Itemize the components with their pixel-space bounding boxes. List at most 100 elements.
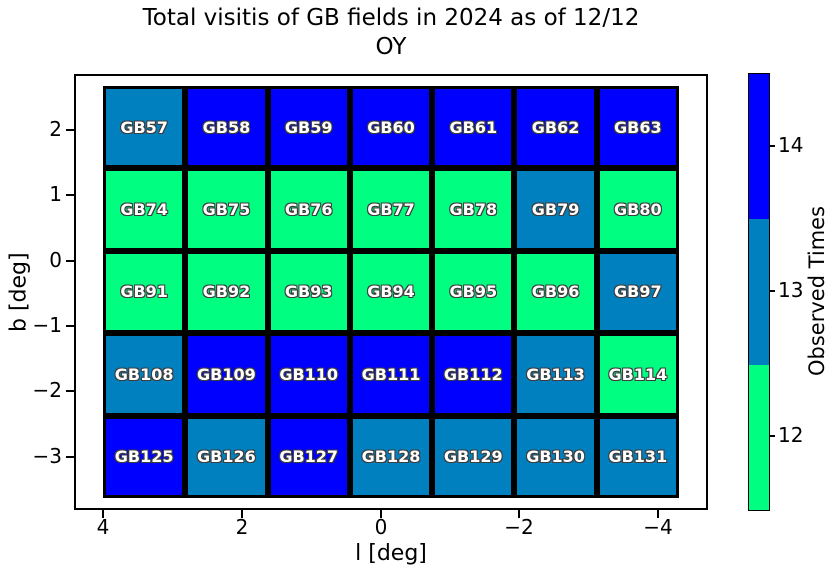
- heatmap-cell: GB126: [185, 415, 268, 498]
- cell-label: GB128: [361, 447, 421, 467]
- cell-label: GB125: [114, 447, 174, 467]
- heatmap-cell: GB111: [349, 333, 433, 416]
- cell-label: GB79: [531, 200, 580, 220]
- y-tick-label: 2: [49, 117, 62, 141]
- colorbar-tick-mark: [770, 290, 775, 292]
- heatmap-cell: GB91: [103, 250, 186, 334]
- y-tick-mark: [66, 390, 74, 392]
- heatmap-cell: GB77: [349, 168, 433, 251]
- x-tick-mark: [518, 510, 520, 518]
- colorbar-segment: [749, 74, 769, 220]
- heatmap-cell: GB93: [267, 250, 350, 334]
- heatmap-cell: GB74: [103, 168, 186, 251]
- heatmap-cell: GB110: [267, 333, 350, 416]
- x-tick-label: 0: [374, 515, 388, 539]
- heatmap-cell: GB80: [596, 168, 679, 251]
- heatmap-cell: GB109: [185, 333, 268, 416]
- chart-title: Total visitis of GB fields in 2024 as of…: [74, 4, 708, 62]
- heatmap-cell: GB97: [596, 250, 679, 334]
- y-tick-mark: [66, 456, 74, 458]
- heatmap-cell: GB128: [349, 415, 433, 498]
- cell-label: GB91: [120, 282, 168, 302]
- cell-label: GB59: [284, 117, 333, 137]
- x-tick-label: 2: [235, 515, 249, 539]
- y-tick-mark: [66, 325, 74, 327]
- x-tick-mark: [380, 510, 382, 518]
- cell-label: GB112: [443, 364, 503, 384]
- colorbar-label: Observed Times: [805, 205, 829, 377]
- cell-label: GB75: [202, 200, 251, 220]
- cell-label: GB61: [449, 117, 498, 137]
- cell-label: GB95: [449, 282, 498, 302]
- x-tick-mark: [102, 510, 104, 518]
- heatmap-cell: GB57: [103, 86, 186, 169]
- cell-label: GB78: [449, 200, 498, 220]
- colorbar: [748, 73, 770, 511]
- heatmap-cell: GB79: [514, 168, 597, 251]
- colorbar-tick-mark: [770, 145, 775, 147]
- heatmap-cell: GB114: [596, 333, 679, 416]
- heatmap-cell: GB61: [432, 86, 515, 169]
- heatmap-cell: GB130: [514, 415, 597, 498]
- cell-label: GB127: [279, 447, 339, 467]
- cell-label: GB110: [279, 364, 339, 384]
- x-tick-mark: [657, 510, 659, 518]
- y-tick-mark: [66, 194, 74, 196]
- cell-label: GB129: [443, 447, 503, 467]
- cell-label: GB94: [367, 282, 415, 302]
- cell-label: GB126: [197, 447, 256, 467]
- heatmap-cell: GB112: [432, 333, 515, 416]
- heatmap-cell: GB76: [267, 168, 350, 251]
- x-axis-label: l [deg]: [355, 541, 427, 566]
- heatmap-cell: GB95: [432, 250, 515, 334]
- colorbar-tick-label: 13: [778, 278, 804, 302]
- heatmap-cell: GB127: [267, 415, 350, 498]
- y-tick-label: 0: [49, 248, 62, 272]
- x-tick-mark: [241, 510, 243, 518]
- cell-label: GB63: [614, 117, 662, 137]
- cell-label: GB108: [114, 364, 174, 384]
- x-tick-label: −4: [643, 515, 673, 539]
- cell-label: GB96: [531, 282, 580, 302]
- cell-label: GB97: [614, 282, 662, 302]
- cell-label: GB131: [608, 447, 668, 467]
- cell-label: GB130: [526, 447, 585, 467]
- heatmap-cell: GB129: [432, 415, 515, 498]
- cell-label: GB111: [361, 364, 421, 384]
- heatmap-cell: GB108: [103, 333, 186, 416]
- y-tick-label: 1: [49, 182, 62, 206]
- chart-title-line2: OY: [375, 34, 407, 60]
- cell-label: GB57: [120, 117, 168, 137]
- heatmap-cell: GB60: [349, 86, 433, 169]
- heatmap-cell: GB113: [514, 333, 597, 416]
- cell-label: GB76: [284, 200, 333, 220]
- y-tick-label: −1: [32, 313, 62, 337]
- heatmap-cell: GB125: [103, 415, 186, 498]
- heatmap-cell: GB75: [185, 168, 268, 251]
- colorbar-tick-label: 12: [778, 423, 804, 447]
- cell-label: GB74: [120, 200, 168, 220]
- cell-label: GB80: [614, 200, 662, 220]
- colorbar-tick-label: 14: [778, 133, 804, 157]
- cell-label: GB77: [367, 200, 415, 220]
- cell-label: GB93: [284, 282, 333, 302]
- y-tick-label: −2: [32, 378, 62, 402]
- heatmap-cell: GB96: [514, 250, 597, 334]
- cell-label: GB113: [526, 364, 585, 384]
- y-tick-label: −3: [32, 444, 62, 468]
- cell-label: GB109: [197, 364, 256, 384]
- colorbar-segment: [749, 219, 769, 365]
- x-tick-label: 4: [96, 515, 110, 539]
- heatmap-cell: GB63: [596, 86, 679, 169]
- x-tick-label: −2: [504, 515, 534, 539]
- chart-title-line1: Total visitis of GB fields in 2024 as of…: [142, 5, 640, 31]
- cell-label: GB58: [202, 117, 251, 137]
- colorbar-tick-mark: [770, 435, 775, 437]
- heatmap-cell: GB94: [349, 250, 433, 334]
- heatmap-cell: GB92: [185, 250, 268, 334]
- cell-label: GB60: [367, 117, 415, 137]
- heatmap: GB57 GB58 GB59 GB60 GB61 GB62 GB63 GB74 GB75 GB76…: [103, 86, 679, 498]
- cell-label: GB114: [608, 364, 668, 384]
- y-tick-mark: [66, 129, 74, 131]
